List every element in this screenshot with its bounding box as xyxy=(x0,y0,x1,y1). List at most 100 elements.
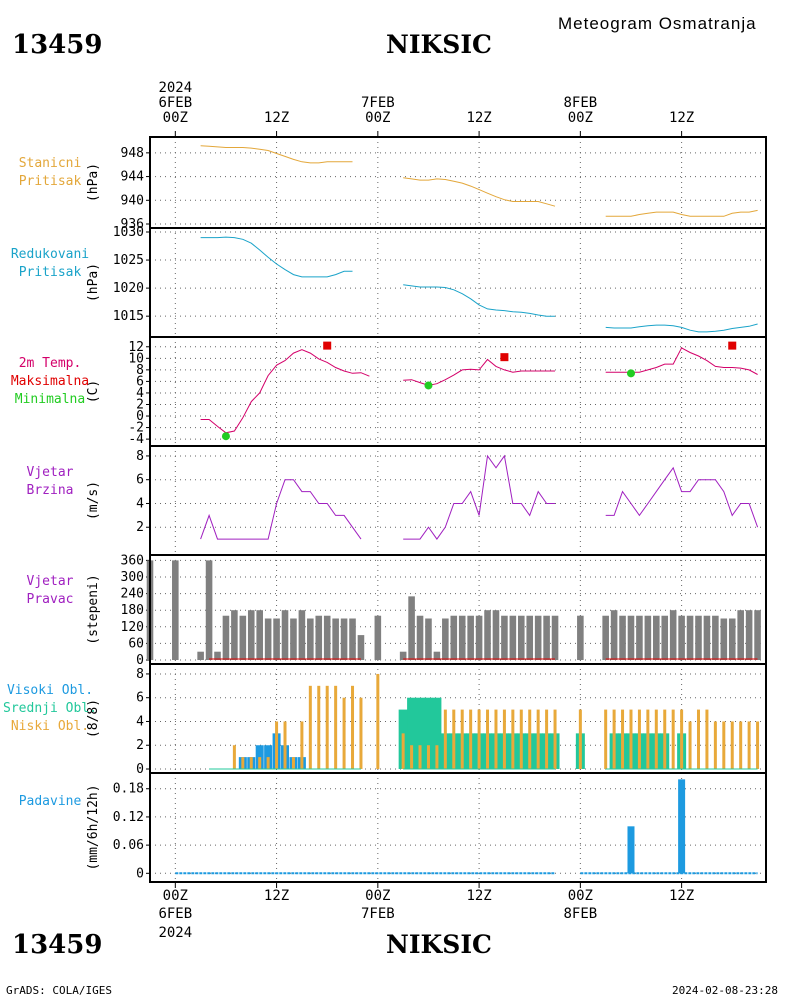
wind-direction-bar xyxy=(239,615,247,660)
bottom-date-label: 6FEB xyxy=(158,906,192,922)
top-time-tick-label: 00Z xyxy=(365,110,390,126)
wind-direction-bar xyxy=(323,615,331,660)
ytick-label-reduced_pressure: 1020 xyxy=(113,281,144,296)
cloud-low-bar xyxy=(351,685,355,769)
wind-direction-bar xyxy=(214,651,221,660)
panel-label-wind_speed: Vjetar xyxy=(27,465,74,480)
panel-label-reduced_pressure: Redukovani xyxy=(11,247,89,262)
temperature-line xyxy=(200,349,370,434)
panel-label-temperature: 2m Temp. xyxy=(19,356,82,371)
ytick-label-wind_speed: 6 xyxy=(136,473,144,488)
ytick-label-temperature: 6 xyxy=(136,374,144,389)
wind-direction-bar xyxy=(298,610,306,660)
wind-direction-bar xyxy=(636,615,643,660)
cloud-low-bar xyxy=(477,709,481,769)
wind-direction-bar xyxy=(484,610,491,660)
wind-direction-bar xyxy=(644,615,652,660)
cloud-low-bar xyxy=(376,673,380,769)
wind-direction-bar xyxy=(703,615,711,660)
ytick-label-wind_speed: 2 xyxy=(136,520,144,535)
wind-direction-bar xyxy=(695,615,702,660)
wind-direction-bar xyxy=(450,615,458,660)
cloud-low-bar xyxy=(275,721,279,769)
wind-direction-bar xyxy=(534,615,542,660)
cloud-low-bar xyxy=(528,709,532,769)
wind-direction-bar xyxy=(619,615,626,660)
wind-direction-bar xyxy=(475,615,483,660)
wind-direction-bar xyxy=(374,615,382,660)
cloud-low-bar xyxy=(359,697,363,769)
wind-direction-bar xyxy=(172,560,179,660)
ytick-label-wind_speed: 4 xyxy=(136,496,144,511)
cloud-low-bar xyxy=(536,709,540,769)
ytick-label-station_pressure: 948 xyxy=(121,146,144,161)
cloud-low-bar xyxy=(637,709,641,769)
ytick-label-temperature: 12 xyxy=(128,340,144,355)
wind-direction-bar xyxy=(205,560,213,660)
ytick-label-precipitation: 0.18 xyxy=(113,782,144,797)
wind-direction-bar xyxy=(720,618,728,660)
wind-direction-bar xyxy=(526,615,534,660)
wind_speed-line xyxy=(605,466,759,528)
wind-direction-bar xyxy=(610,610,618,660)
tmin-marker xyxy=(626,369,635,378)
wind-direction-bar xyxy=(222,615,230,660)
ytick-label-cloud_cover: 6 xyxy=(136,691,144,706)
panel-label-temperature: Maksimalna xyxy=(11,374,89,389)
wind-direction-bar xyxy=(281,610,289,660)
cloud-low-bar xyxy=(486,709,490,769)
top-year-label: 2024 xyxy=(158,80,192,96)
cloud-low-bar xyxy=(342,697,346,769)
bottom-time-tick-label: 00Z xyxy=(365,888,390,904)
wind-direction-bar xyxy=(745,610,753,660)
ytick-label-temperature: 10 xyxy=(128,351,144,366)
ytick-label-temperature: 2 xyxy=(136,397,144,412)
cloud-low-bar xyxy=(232,745,236,769)
cloud-low-bar xyxy=(713,721,717,769)
ytick-label-cloud_cover: 4 xyxy=(136,714,144,729)
cloud-low-bar xyxy=(722,721,726,769)
cloud-mid-bar xyxy=(415,697,425,769)
wind-direction-bar xyxy=(669,610,677,660)
panel-label-wind_direction: Vjetar xyxy=(27,574,74,589)
top-date-label: 6FEB xyxy=(158,95,192,111)
ytick-label-reduced_pressure: 1025 xyxy=(113,253,144,268)
panel-frame-temperature xyxy=(149,336,767,447)
wind-direction-bar xyxy=(332,618,339,660)
cloud-low-bar xyxy=(696,709,700,769)
wind-direction-bar xyxy=(273,618,280,660)
cloud-low-bar xyxy=(291,757,295,769)
wind-direction-bar xyxy=(517,615,525,660)
ytick-label-reduced_pressure: 1030 xyxy=(113,225,144,240)
panel-label-cloud_cover: Niski Obl. xyxy=(11,719,89,734)
ytick-label-precipitation: 0.12 xyxy=(113,810,144,825)
wind-direction-bar xyxy=(256,610,263,660)
top-time-tick-label: 00Z xyxy=(163,110,188,126)
ytick-label-precipitation: 0.06 xyxy=(113,838,144,853)
cloud-low-bar xyxy=(435,745,439,769)
cloud-low-bar xyxy=(604,709,608,769)
wind-direction-bar xyxy=(408,596,415,660)
cloud-low-bar xyxy=(739,721,743,769)
panel-label-wind_direction: Pravac xyxy=(27,592,74,607)
tmin-marker xyxy=(221,432,230,441)
cloud-low-bar xyxy=(663,709,667,769)
top-time-tick-label: 12Z xyxy=(669,110,694,126)
station_pressure-line xyxy=(200,145,353,164)
ytick-label-cloud_cover: 0 xyxy=(136,762,144,777)
ytick-label-reduced_pressure: 1015 xyxy=(113,309,144,324)
cloud-low-bar xyxy=(401,733,405,769)
reduced_pressure-line xyxy=(605,323,758,333)
chart-subtitle: Meteogram Osmatranja xyxy=(558,14,757,33)
cloud-low-bar xyxy=(494,709,498,769)
ytick-label-temperature: -4 xyxy=(128,432,144,447)
cloud-low-bar xyxy=(654,709,658,769)
cloud-low-bar xyxy=(266,757,270,769)
wind_speed-line xyxy=(403,454,555,540)
bottom-time-tick-label: 00Z xyxy=(568,888,593,904)
precip-bar xyxy=(627,826,635,874)
wind-direction-bar xyxy=(501,615,508,660)
cloud-low-bar xyxy=(680,709,684,769)
wind-direction-bar xyxy=(442,618,449,660)
